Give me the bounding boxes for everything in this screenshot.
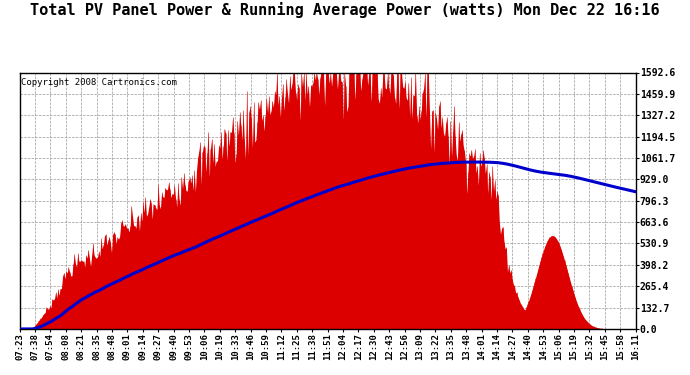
Text: Copyright 2008 Cartronics.com: Copyright 2008 Cartronics.com [21,78,177,87]
Text: Total PV Panel Power & Running Average Power (watts) Mon Dec 22 16:16: Total PV Panel Power & Running Average P… [30,2,660,18]
